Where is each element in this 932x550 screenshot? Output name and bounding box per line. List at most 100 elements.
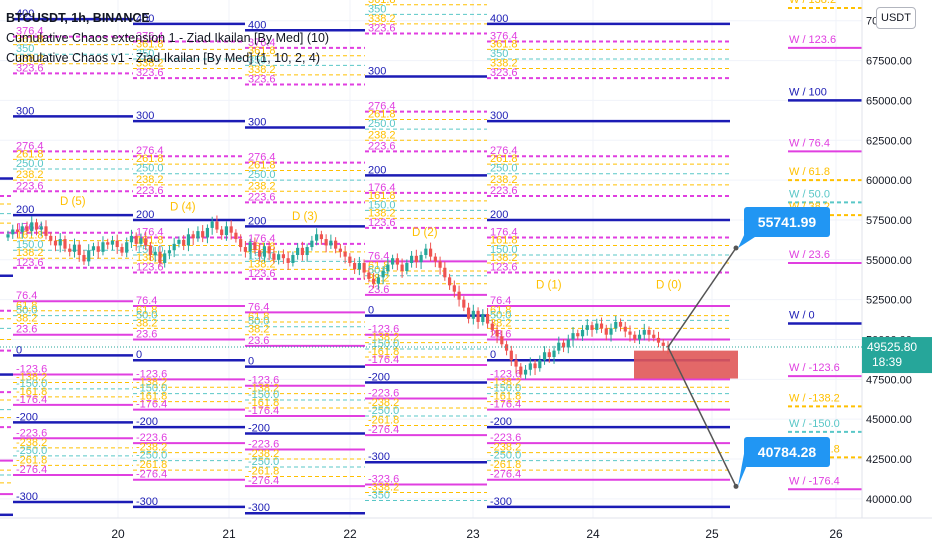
- chaos-level-label: -276.4: [490, 469, 521, 481]
- candle-body: [400, 264, 404, 271]
- candle-body: [633, 334, 637, 340]
- candle-body: [376, 277, 380, 284]
- candle-body: [476, 310, 480, 322]
- chaos-levels: 400376.4361.8350338.2323.6300276.4261.82…: [0, 0, 730, 517]
- candle-body: [414, 255, 418, 263]
- chaos-level-label: 300: [368, 66, 386, 78]
- price-callout[interactable]: 40784.28: [738, 437, 830, 487]
- candle-body: [44, 226, 48, 236]
- chaos-level-label: -200: [136, 416, 158, 428]
- candle-body: [191, 234, 195, 239]
- chaos-level-label: -223.6: [136, 432, 167, 444]
- chaos-level-label: 361.8: [248, 45, 276, 57]
- chaos-level-label: -150.0: [16, 378, 47, 390]
- chaos-level-label: -223.6: [16, 427, 47, 439]
- candle-body: [106, 242, 110, 245]
- chaos-level-label: 161.8: [490, 234, 518, 246]
- indicator-legend-1[interactable]: Cumulative Chaos extension 1 - Ziad Ikai…: [6, 31, 330, 45]
- price-tick-label: 67500.00: [866, 56, 912, 68]
- price-tick-label: 60000.00: [866, 175, 912, 187]
- chaos-level-label: 350: [490, 48, 508, 60]
- chaos-level-label: 350: [248, 54, 266, 66]
- candle-body: [348, 256, 352, 263]
- chaos-level-label: 150.0: [490, 244, 518, 256]
- price-tick-label: 47500.00: [866, 374, 912, 386]
- price-axis[interactable]: 40000.0042500.0045000.0047500.0050000.00…: [861, 0, 932, 550]
- price-tick-label: 40000.00: [866, 494, 912, 506]
- current-price-bg: [862, 337, 932, 374]
- chaos-level-label: -250.0: [248, 456, 279, 468]
- chaos-level-label: 261.8: [248, 160, 276, 172]
- chaos-level-label: 50.0: [248, 316, 269, 328]
- candle-body: [419, 255, 423, 263]
- candle-body: [590, 325, 594, 330]
- weekly-level-label: W / 23.6: [789, 249, 830, 261]
- candle-body: [91, 246, 96, 251]
- candle-body: [462, 299, 466, 308]
- candle-body: [485, 313, 490, 324]
- projection-down-line: [667, 346, 737, 487]
- chaos-level-label: -261.8: [368, 415, 399, 427]
- candle-body: [343, 251, 347, 257]
- candle-body: [253, 242, 257, 251]
- candle-body: [324, 239, 328, 246]
- chaos-level-label: 400: [248, 19, 266, 31]
- price-tick-label: 42500.00: [866, 454, 912, 466]
- chaos-level-label: 323.6: [490, 67, 518, 79]
- chaos-level-label: 361.8: [368, 0, 396, 6]
- candle-body: [115, 240, 119, 248]
- weekly-level-label: W / 138.2: [789, 0, 836, 6]
- time-axis[interactable]: 20 21 22 23 24 25 26: [0, 517, 932, 541]
- chaos-level-label: 200: [16, 204, 34, 216]
- indicator-legend-2[interactable]: Cumulative Chaos v1 - Ziad Ikailan [By M…: [6, 51, 321, 65]
- chaos-level-label: -323.6: [368, 474, 399, 486]
- price-callout[interactable]: 55741.99: [738, 207, 830, 248]
- chaos-level-label: -223.6: [368, 387, 399, 399]
- chaos-level-label: 338.2: [136, 58, 164, 70]
- chaos-level-label: 23.6: [248, 335, 269, 347]
- chaos-level-label: -276.4: [16, 464, 47, 476]
- candle-body: [509, 350, 513, 361]
- candle-body: [300, 247, 304, 256]
- resistance-zone: [634, 350, 738, 379]
- chaos-level-label: -238.2: [136, 442, 167, 454]
- candle-body: [490, 323, 494, 330]
- chaos-level-label: 238.2: [248, 180, 276, 192]
- chaos-level-label: -300: [248, 502, 270, 514]
- chaos-level-label: -238.2: [16, 437, 47, 449]
- candle-body: [628, 331, 632, 335]
- candle-body: [514, 360, 518, 367]
- chaos-level-label: 76.4: [490, 295, 511, 307]
- chaos-level-label: -161.8: [136, 391, 167, 403]
- chaos-level-label: 361.8: [490, 38, 518, 50]
- price-tick-label: 45000.00: [866, 414, 912, 426]
- candle-body: [172, 243, 176, 251]
- chaos-level-label: 261.8: [490, 153, 518, 165]
- candle-body: [623, 326, 627, 332]
- candles: [6, 215, 670, 380]
- candle-body: [134, 235, 138, 244]
- symbol-title[interactable]: BTCUSDT, 1h, BINANCE: [6, 8, 329, 28]
- currency-button[interactable]: USDT: [876, 7, 916, 29]
- chaos-level-label: -176.4: [248, 405, 279, 417]
- chaos-level-label: 276.4: [16, 140, 44, 152]
- candle-body: [656, 337, 661, 343]
- chaos-level-label: 350: [136, 48, 154, 60]
- day-label: D (2): [412, 227, 438, 239]
- chaos-level-label: 138.2: [368, 207, 396, 219]
- chaos-level-label: -350: [368, 489, 390, 501]
- chaos-level-label: 0: [136, 349, 142, 361]
- chart-legend: BTCUSDT, 1h, BINANCE Cumulative Chaos ex…: [6, 8, 329, 68]
- chaos-level-label: 300: [248, 117, 266, 129]
- time-tick-label: 20: [111, 527, 125, 541]
- candle-body: [405, 262, 409, 271]
- candle-body: [538, 360, 542, 369]
- candle-body: [571, 333, 575, 340]
- projection-up-line: [667, 247, 737, 348]
- chaos-level-label: -176.4: [136, 399, 167, 411]
- candle-body: [504, 344, 509, 351]
- weekly-level-label: W / 61.8: [789, 166, 830, 178]
- chaos-level-label: 323.6: [248, 73, 276, 85]
- weekly-level-label: W / 0: [789, 310, 815, 322]
